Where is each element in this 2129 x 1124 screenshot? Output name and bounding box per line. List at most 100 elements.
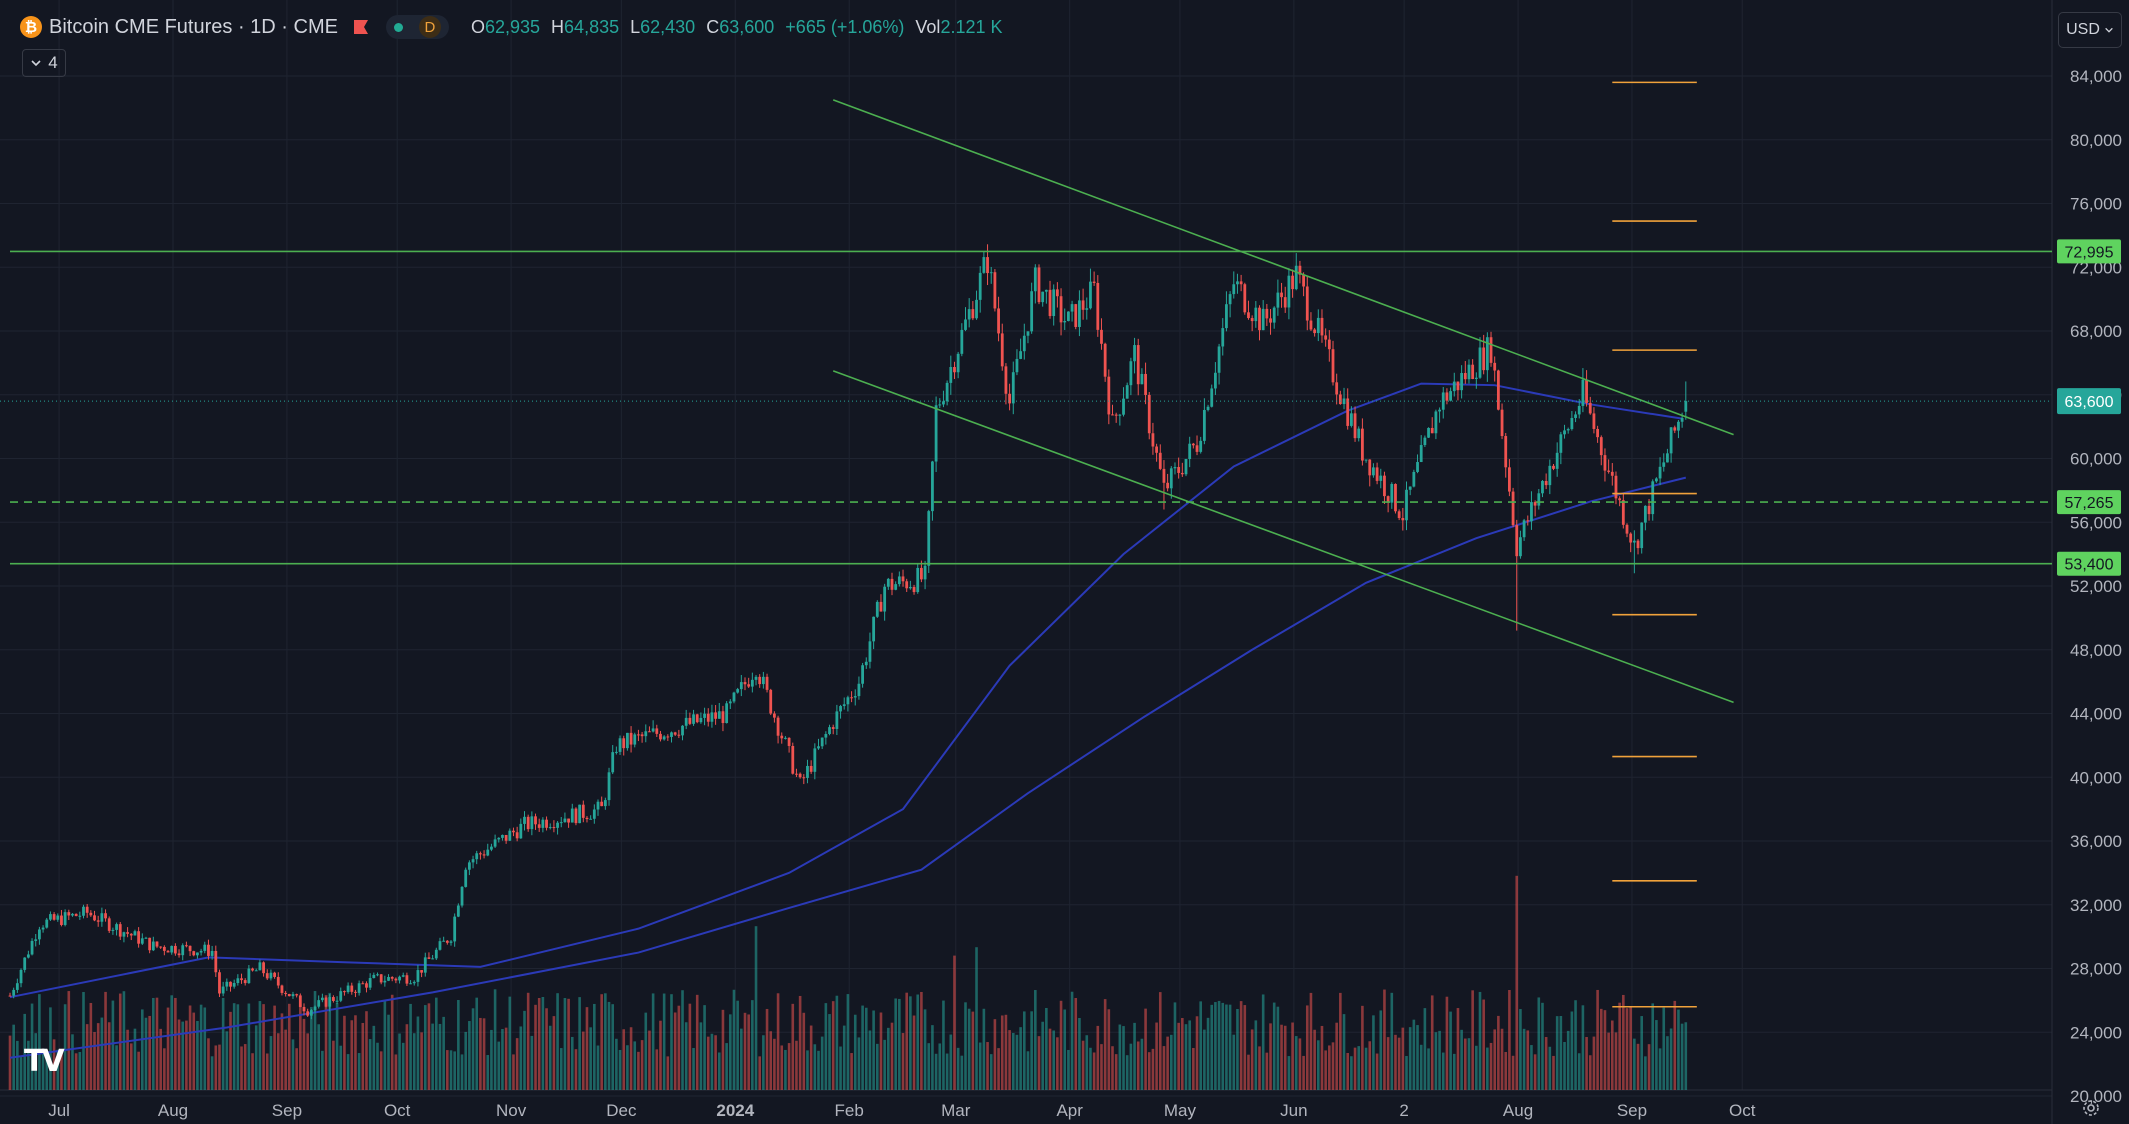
volume-bar [1500,1028,1504,1090]
candle-body [938,404,942,406]
candle-body [1030,291,1034,332]
volume-bar [1074,998,1078,1090]
volume-bar [71,1034,74,1090]
volume-bar [1537,997,1541,1090]
volume-bar [604,993,607,1090]
candle-body [346,985,350,993]
tradingview-logo[interactable]: TV [24,1044,65,1079]
candle-body [1541,480,1544,494]
volume-bar [1515,875,1519,1090]
moving-average-line [9,382,1683,999]
candle-body [1677,421,1680,431]
volume-bar [1173,1002,1177,1090]
candle-body [1107,376,1111,415]
candle-body [409,983,412,985]
red-flag-icon[interactable] [352,18,370,36]
volume-bar [967,1008,971,1090]
candle-body [842,704,846,707]
candle-body [920,567,923,580]
volume-bar [1416,1025,1419,1090]
candle-body [1335,382,1339,395]
candle-body [1478,347,1482,378]
volume-bar [1522,1028,1526,1090]
volume-bar [163,1048,166,1090]
volume-bar [1611,1020,1614,1090]
candle-body [894,584,898,590]
volume-bar [214,1045,218,1090]
volume-bar [1368,1041,1372,1090]
volume-bar [332,1040,335,1090]
candle-body [96,920,100,922]
volume-bar [19,1055,23,1090]
currency-label: USD [2066,21,2100,38]
candle-body [471,859,475,863]
volume-bar [1276,1006,1280,1090]
candle-body [714,712,717,719]
candle-body [754,676,758,680]
candle-body [989,272,993,274]
volume-bar [1078,1017,1081,1090]
volume-bar [229,1011,232,1090]
close-label: C [706,16,720,37]
candle-body [144,937,148,939]
candle-body [1361,428,1364,461]
volume-bar [1452,1053,1456,1090]
volume-bar [486,1055,490,1090]
volume-bar [640,1040,644,1090]
volume-bar [1214,1002,1217,1090]
candle-body [1441,392,1445,410]
volume-bar [335,1003,339,1090]
candle-body [1427,427,1430,438]
volume-bar [1375,1053,1379,1090]
volume-bar [1434,1032,1438,1090]
volume-bar [1030,1011,1033,1090]
volume-bar [901,1033,905,1090]
gear-icon[interactable] [2080,1097,2102,1119]
candle-body [1276,292,1280,308]
candle-body [372,974,376,979]
x-tick-label: Mar [941,1101,971,1120]
indicators-toggle-button[interactable]: 4 [22,49,66,77]
candle-body [291,994,295,997]
candle-body [1144,373,1147,395]
volume-bar [321,1050,324,1090]
candle-body [1302,274,1305,287]
candles [8,244,1688,1020]
volume-bar [1394,1034,1397,1090]
volume-bar [1504,1051,1508,1090]
volume-bar [1298,1038,1302,1090]
market-status[interactable]: D [385,15,449,39]
volume-bar [343,1015,346,1090]
candle-body [405,975,409,984]
volume-bar [93,1032,96,1090]
currency-select[interactable]: USD [2058,12,2122,48]
candle-body [379,974,383,983]
candle-body [846,697,850,705]
candle-body [449,941,453,943]
candle-body [196,952,199,956]
volume-bar [1221,1002,1225,1090]
volume-bar [1622,994,1625,1090]
candle-body [1022,335,1026,352]
y-tick-label: 44,000 [2070,705,2122,724]
volume-bar [699,1022,703,1090]
candle-body [1640,522,1644,549]
candle-body [1078,300,1081,327]
candle-body [1375,467,1379,481]
symbol-title[interactable]: Bitcoin CME Futures · 1D · CME [49,15,338,38]
candle-body [611,752,615,773]
volume-bar [482,1018,486,1090]
candle-body [1555,452,1559,469]
candle-body [265,973,269,979]
x-tick-label: Feb [835,1101,864,1120]
volume-bar [405,1024,409,1090]
candle-body [401,975,405,977]
candle-body [1122,398,1125,415]
candle-body [1258,307,1261,331]
candle-body [298,995,302,1007]
volume-bar [629,1027,633,1090]
x-tick-label: Aug [1503,1101,1533,1120]
symbol-legend[interactable]: ₿ Bitcoin CME Futures · 1D · CME D O62,9… [20,12,1009,42]
